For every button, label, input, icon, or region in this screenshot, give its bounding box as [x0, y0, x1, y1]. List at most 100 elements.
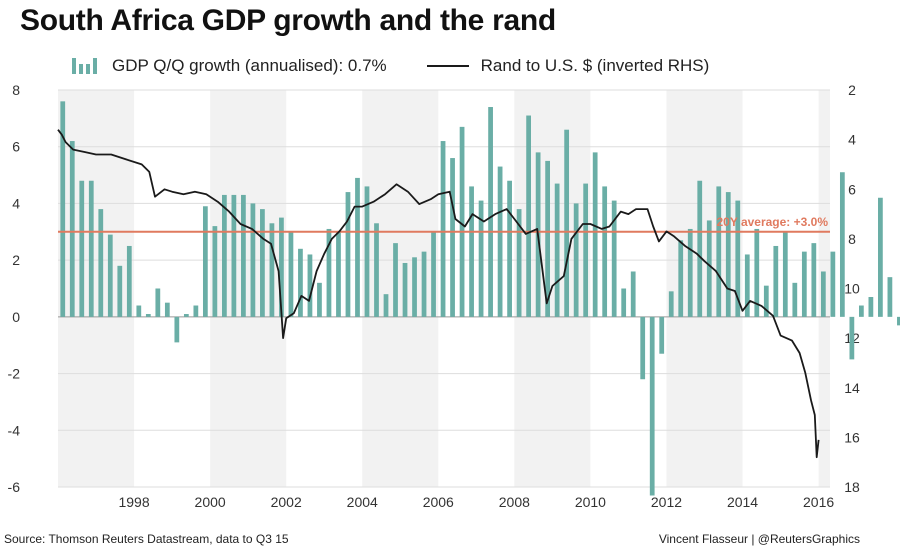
gdp-bar — [687, 228, 693, 317]
gdp-bar — [782, 231, 788, 317]
gdp-bar — [269, 223, 275, 317]
gdp-bar — [317, 282, 322, 317]
x-tick: 2000 — [195, 494, 226, 510]
gdp-bar — [564, 129, 570, 317]
gdp-bar — [716, 186, 722, 317]
gdp-bar — [697, 180, 703, 317]
shaded-period — [210, 90, 287, 487]
y-tick-right: 4 — [848, 132, 856, 148]
gdp-bar — [107, 234, 113, 317]
shaded-period — [666, 90, 743, 487]
y-tick-left: -2 — [8, 366, 21, 382]
gdp-bar — [69, 141, 75, 317]
gdp-bar — [488, 107, 493, 317]
gdp-bar — [145, 314, 151, 317]
gdp-bar — [792, 282, 798, 317]
gdp-bar — [497, 166, 503, 317]
y-tick-right: 18 — [844, 479, 860, 495]
gdp-bar — [478, 200, 484, 317]
y-tick-left: 2 — [12, 252, 20, 268]
gdp-bar — [212, 226, 218, 317]
gdp-bar — [174, 316, 180, 343]
gdp-bar — [431, 231, 436, 317]
gdp-bar — [611, 200, 617, 317]
gdp-bar — [820, 271, 826, 317]
legend-label-rand: Rand to U.S. $ (inverted RHS) — [480, 56, 710, 75]
gdp-bar — [126, 245, 132, 317]
shaded-period — [58, 90, 135, 487]
y-tick-right: 10 — [844, 281, 860, 297]
gdp-bar — [773, 245, 779, 317]
gdp-bar — [573, 203, 579, 317]
average-label: 20Y average: +3.0% — [716, 215, 828, 229]
gdp-bar — [887, 277, 893, 317]
gdp-bar — [450, 158, 455, 317]
gdp-bar — [393, 243, 398, 317]
gdp-bar — [60, 101, 66, 317]
gdp-bar — [355, 177, 360, 317]
gdp-bar — [744, 254, 750, 317]
gdp-bar — [839, 172, 845, 317]
gdp-bar — [155, 288, 161, 317]
gdp-bar — [345, 192, 351, 317]
y-tick-right: 6 — [848, 181, 856, 197]
gdp-bar — [830, 251, 836, 317]
gdp-bar — [231, 194, 237, 317]
gdp-bar — [250, 203, 256, 317]
gdp-bar — [516, 209, 522, 317]
gdp-bar — [801, 251, 807, 317]
y-tick-left: 6 — [12, 139, 20, 155]
gdp-bar — [421, 251, 427, 317]
x-tick: 1998 — [118, 494, 149, 510]
gdp-bar — [621, 288, 627, 317]
gdp-bar — [545, 160, 551, 317]
y-tick-left: -4 — [8, 422, 21, 438]
gdp-bar — [164, 302, 170, 317]
gdp-bar — [878, 197, 883, 317]
y-tick-right: 16 — [844, 429, 860, 445]
gdp-bar — [288, 231, 294, 317]
gdp-bar — [383, 294, 389, 317]
gdp-bar — [222, 194, 227, 317]
gdp-bar — [526, 115, 531, 317]
x-tick: 2002 — [271, 494, 302, 510]
legend-item-rand: Rand to U.S. $ (inverted RHS) — [426, 56, 710, 76]
gdp-bar — [592, 152, 598, 317]
chart-title: South Africa GDP growth and the rand — [20, 4, 556, 37]
gdp-bar — [469, 186, 474, 317]
gdp-bar — [183, 314, 189, 317]
credit-note: Vincent Flasseur | @ReutersGraphics — [658, 532, 860, 546]
gdp-bar — [98, 209, 104, 317]
gdp-bar — [754, 228, 760, 317]
bar-series-icon — [72, 58, 100, 74]
gdp-bar — [298, 248, 303, 317]
gdp-bar — [364, 186, 370, 317]
gdp-bar — [602, 186, 608, 317]
legend-label-gdp: GDP Q/Q growth (annualised): 0.7% — [112, 56, 387, 75]
gdp-bar — [725, 192, 731, 317]
gdp-bar — [307, 254, 313, 317]
gdp-bar — [735, 200, 741, 317]
gdp-bar — [459, 126, 465, 317]
gdp-bar — [668, 291, 674, 317]
gdp-bar — [858, 305, 864, 317]
gdp-bar — [678, 240, 684, 317]
gdp-bar — [117, 265, 123, 317]
gdp-bar — [402, 262, 408, 317]
y-tick-left: 4 — [12, 195, 20, 211]
legend-item-gdp: GDP Q/Q growth (annualised): 0.7% — [72, 56, 387, 76]
gdp-bar — [507, 180, 512, 317]
gdp-bar — [279, 217, 284, 317]
gdp-bar — [412, 257, 417, 317]
y-tick-right: 8 — [848, 231, 856, 247]
shaded-period — [362, 90, 439, 487]
rand-line — [57, 129, 820, 459]
x-tick: 2006 — [423, 494, 454, 510]
y-tick-right: 14 — [844, 380, 860, 396]
gdp-bar — [868, 297, 874, 317]
gdp-bar — [897, 316, 900, 326]
gdp-bar — [374, 223, 379, 317]
y-tick-left: -6 — [8, 479, 21, 495]
gdp-bar — [260, 209, 265, 317]
